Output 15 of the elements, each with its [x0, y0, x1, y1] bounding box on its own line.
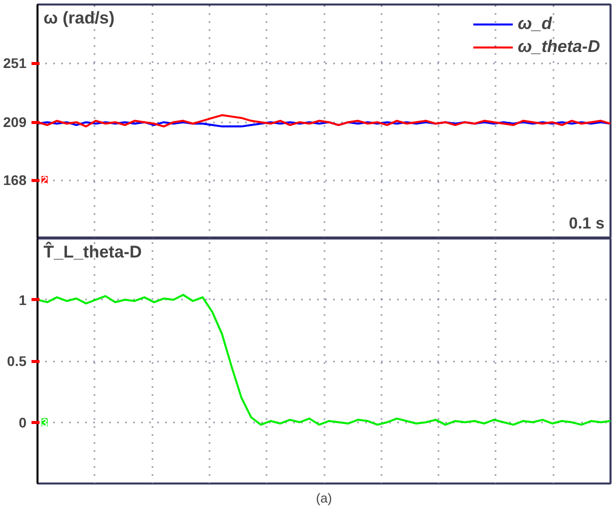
- annotation: 0.1 s: [568, 216, 605, 232]
- y-axis-title: ω (rad/s): [44, 8, 115, 28]
- legend-label: ω_theta-D: [518, 37, 600, 57]
- y-tick-label: 251: [3, 55, 27, 71]
- y-tick-label: 209: [3, 114, 27, 130]
- y-tick-label: 0: [18, 414, 27, 430]
- y-axis-title: T̂_L_theta-D: [44, 242, 142, 262]
- text: (a): [316, 490, 332, 506]
- y-tick-label: 1: [18, 292, 27, 308]
- annotation: 2: [42, 175, 48, 187]
- y-tick-label: 168: [3, 172, 27, 188]
- legend-label: ω_d: [518, 14, 552, 34]
- annotation: 3: [42, 417, 48, 430]
- line-series: [38, 294, 610, 426]
- y-tick-label: 0.5: [7, 353, 27, 369]
